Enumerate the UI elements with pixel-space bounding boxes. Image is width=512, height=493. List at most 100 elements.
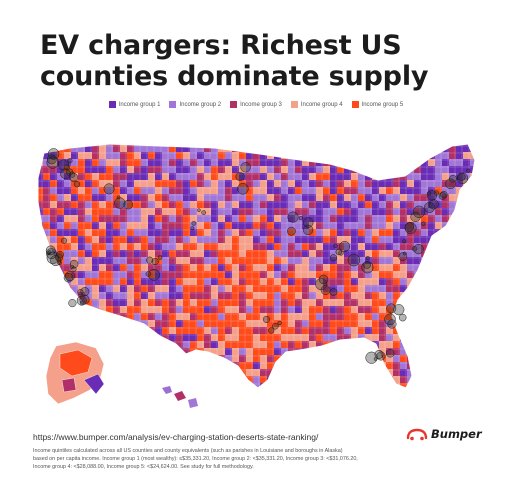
- county: [470, 285, 475, 294]
- county: [477, 348, 485, 356]
- county: [260, 145, 270, 152]
- county: [309, 348, 317, 356]
- county: [351, 369, 358, 378]
- charger-marker: [45, 245, 56, 256]
- county: [309, 144, 317, 147]
- county: [38, 250, 45, 258]
- county: [456, 285, 464, 292]
- county: [127, 355, 134, 363]
- county: [99, 334, 106, 343]
- county: [183, 376, 191, 385]
- county: [463, 362, 471, 369]
- county: [57, 313, 66, 321]
- county: [372, 390, 379, 399]
- county: [449, 285, 458, 294]
- county: [218, 144, 227, 146]
- county: [99, 341, 106, 349]
- county: [50, 320, 60, 328]
- county: [337, 152, 346, 159]
- county: [463, 355, 472, 364]
- county: [316, 145, 325, 154]
- charger-marker: [374, 349, 384, 359]
- charger-marker: [68, 299, 77, 308]
- charger-marker: [428, 199, 439, 210]
- county: [211, 369, 219, 378]
- county: [309, 369, 317, 377]
- county: [358, 390, 367, 397]
- county: [428, 320, 436, 330]
- county: [463, 390, 473, 399]
- county: [449, 320, 458, 329]
- county: [421, 390, 429, 399]
- county: [470, 348, 475, 356]
- county: [38, 320, 45, 329]
- charger-marker: [318, 274, 329, 285]
- source-url[interactable]: https://www.bumper.com/analysis/ev-charg…: [33, 432, 319, 442]
- county: [316, 348, 325, 357]
- county: [428, 383, 436, 388]
- charger-marker: [402, 239, 407, 244]
- charger-marker: [67, 158, 73, 164]
- county: [449, 264, 458, 273]
- county: [337, 355, 345, 363]
- county: [358, 355, 366, 363]
- county: [421, 348, 429, 357]
- county: [211, 390, 219, 399]
- county: [428, 369, 436, 379]
- county: [323, 348, 332, 356]
- county: [456, 376, 464, 386]
- charger-marker: [457, 172, 466, 182]
- county: [38, 355, 44, 362]
- county: [477, 145, 486, 154]
- charger-marker: [302, 217, 314, 228]
- county: [274, 145, 283, 152]
- county: [141, 376, 148, 386]
- county: [218, 362, 227, 370]
- county: [281, 376, 290, 384]
- county: [260, 390, 267, 397]
- county: [225, 390, 234, 400]
- county: [470, 187, 475, 196]
- county: [463, 292, 471, 301]
- county: [358, 341, 367, 348]
- county: [456, 390, 465, 400]
- county: [470, 341, 475, 348]
- county: [38, 362, 44, 372]
- county: [456, 257, 466, 267]
- county: [477, 173, 486, 183]
- county: [463, 320, 471, 329]
- county: [232, 383, 240, 388]
- county: [463, 299, 471, 308]
- county: [421, 264, 430, 273]
- county: [421, 320, 430, 329]
- county: [43, 299, 51, 306]
- county: [449, 390, 457, 397]
- county: [309, 376, 317, 384]
- county: [435, 341, 443, 349]
- county: [470, 383, 475, 388]
- county: [470, 362, 475, 372]
- county: [162, 376, 170, 386]
- county: [372, 152, 380, 162]
- charger-marker: [287, 211, 299, 223]
- county: [456, 362, 463, 369]
- county: [449, 306, 459, 316]
- county: [78, 334, 88, 341]
- county: [470, 390, 480, 399]
- county: [57, 292, 66, 299]
- county: [330, 390, 337, 397]
- county: [38, 145, 44, 153]
- charger-marker: [69, 259, 79, 269]
- county: [477, 278, 487, 286]
- county: [106, 376, 115, 385]
- county: [232, 144, 241, 147]
- county: [400, 145, 407, 155]
- county: [463, 369, 472, 377]
- county: [337, 376, 346, 384]
- county: [71, 334, 78, 342]
- county: [288, 362, 295, 371]
- county: [477, 292, 487, 301]
- county: [134, 348, 143, 355]
- county: [169, 348, 178, 358]
- county: [421, 299, 430, 308]
